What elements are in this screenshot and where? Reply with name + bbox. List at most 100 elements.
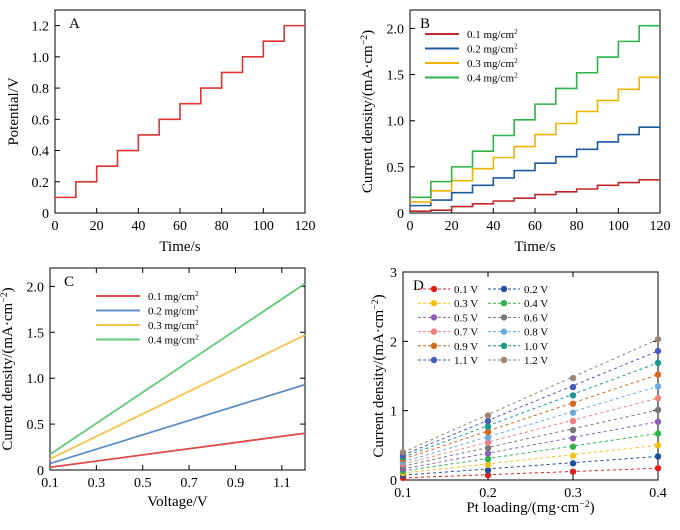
data-point — [569, 426, 577, 434]
data-point — [484, 450, 492, 457]
data-point — [569, 400, 577, 407]
y-tick-label: 1.0 — [387, 115, 405, 130]
data-point — [654, 430, 662, 437]
x-tick-label: 0.9 — [227, 476, 245, 491]
legend-marker — [500, 342, 508, 349]
y-tick-label: 0.5 — [27, 418, 45, 433]
x-tick-label: 20 — [445, 219, 459, 234]
x-tick-label: 20 — [90, 219, 104, 234]
series-fit-7 — [402, 397, 659, 465]
data-point — [569, 383, 577, 391]
legend-label: 1.0 V — [524, 341, 548, 353]
legend-marker — [500, 314, 508, 321]
x-axis-label: Pt loading/(mg·cm−2) — [466, 499, 594, 517]
legend-label: 0.3 V — [454, 298, 478, 310]
data-point — [484, 423, 492, 430]
y-axis-label: Current density/(mA·cm−2) — [0, 287, 16, 450]
data-point — [569, 374, 577, 382]
data-point — [569, 417, 577, 425]
y-tick-label: 0 — [397, 207, 404, 222]
y-tick-label: 2.0 — [387, 22, 405, 37]
legend-marker — [500, 356, 508, 364]
x-axis-label: Time/s — [159, 239, 200, 255]
legend-label: 0.8 V — [524, 327, 548, 339]
panel-label: C — [64, 274, 74, 290]
series-fit-11 — [402, 350, 659, 456]
data-point — [484, 456, 492, 463]
series-line-4 — [410, 24, 660, 199]
data-point — [484, 467, 492, 474]
plot-frame — [49, 267, 306, 471]
data-point — [569, 460, 577, 467]
legend-label: 0.6 V — [524, 312, 548, 324]
y-tick-label: 0.5 — [387, 161, 405, 176]
y-tick-label: 0 — [37, 464, 44, 479]
panel-d-current-vs-pt-loading: 0.1 0.2 0.3 0.4 0 1 2 3 Pt loading/(mg·cm−2) Curr… — [370, 266, 667, 516]
x-tick-label: 0.2 — [479, 486, 497, 501]
series-fit-3 — [402, 444, 659, 474]
data-point — [569, 409, 577, 416]
data-point — [654, 394, 662, 402]
data-point — [654, 336, 662, 343]
legend-label: 1.1 V — [454, 355, 478, 367]
legend-marker — [430, 314, 438, 321]
data-point — [654, 418, 662, 425]
x-tick-label: 80 — [570, 219, 584, 234]
y-tick-label: 1.2 — [32, 20, 50, 35]
series-fit-12 — [402, 338, 659, 453]
data-point — [654, 359, 662, 367]
legend-label: 0.2 mg/cm2 — [467, 43, 518, 56]
y-tick-label: 1 — [390, 405, 397, 420]
legend-marker — [430, 328, 438, 335]
y-tick-label: 0.8 — [32, 82, 50, 97]
panel-a-potential-vs-time: 0 20 40 60 80 100 120 0 0.2 0.4 0.6 0.8 1.0 1.2 Time/s… — [6, 9, 316, 255]
x-tick-label: 0 — [52, 219, 59, 234]
legend-marker — [500, 300, 508, 307]
y-tick-label: 0.4 — [32, 145, 50, 160]
data-point — [569, 468, 577, 475]
data-point — [484, 444, 492, 452]
legend-marker — [500, 328, 508, 335]
series-fit-1 — [402, 467, 659, 479]
x-tick-label: 0.3 — [88, 476, 106, 491]
legend-label: 0.5 V — [454, 312, 478, 324]
x-tick-label: 0.1 — [394, 486, 412, 501]
y-tick-label: 0.2 — [32, 176, 50, 191]
x-tick-label: 1.1 — [273, 476, 291, 491]
legend-label: 0.4 mg/cm2 — [148, 334, 199, 347]
data-point — [484, 434, 492, 441]
x-tick-label: 100 — [253, 219, 274, 234]
series-fit-2 — [402, 455, 659, 476]
data-point — [484, 461, 492, 468]
data-point — [654, 453, 662, 460]
legend-label: 0.1 mg/cm2 — [467, 28, 518, 41]
panel-c-current-vs-voltage: 0.1 0.3 0.5 0.7 0.9 1.1 0 0.5 1.0 1.5 2.0 Voltage/V… — [0, 267, 306, 510]
series-fit-8 — [402, 385, 659, 463]
legend-label: 0.4 V — [524, 298, 548, 310]
data-point — [654, 442, 662, 449]
y-tick-label: 1.0 — [27, 372, 45, 387]
legend-marker — [430, 285, 438, 293]
panel-label: A — [69, 16, 80, 32]
data-point — [654, 371, 662, 378]
y-axis-label: Current density/(mA·cm−2) — [370, 294, 388, 457]
x-tick-label: 0.1 — [41, 476, 59, 491]
x-tick-label: 120 — [295, 219, 316, 234]
x-tick-label: 60 — [173, 219, 187, 234]
x-tick-label: 0.5 — [134, 476, 152, 491]
legend-marker — [500, 285, 508, 293]
x-tick-label: 120 — [650, 219, 671, 234]
y-tick-label: 1.0 — [32, 51, 50, 66]
y-tick-label: 1.5 — [387, 69, 405, 84]
series-line-1 — [49, 432, 306, 469]
series-line-4 — [49, 282, 306, 456]
legend-label: 0.1 V — [454, 284, 478, 296]
legend-label: 0.2 V — [524, 284, 548, 296]
series-line-2 — [49, 383, 306, 465]
data-point — [654, 465, 662, 472]
x-tick-label: 0 — [407, 219, 414, 234]
series-line-2 — [410, 126, 660, 207]
data-point — [484, 417, 492, 425]
data-point — [569, 435, 577, 442]
